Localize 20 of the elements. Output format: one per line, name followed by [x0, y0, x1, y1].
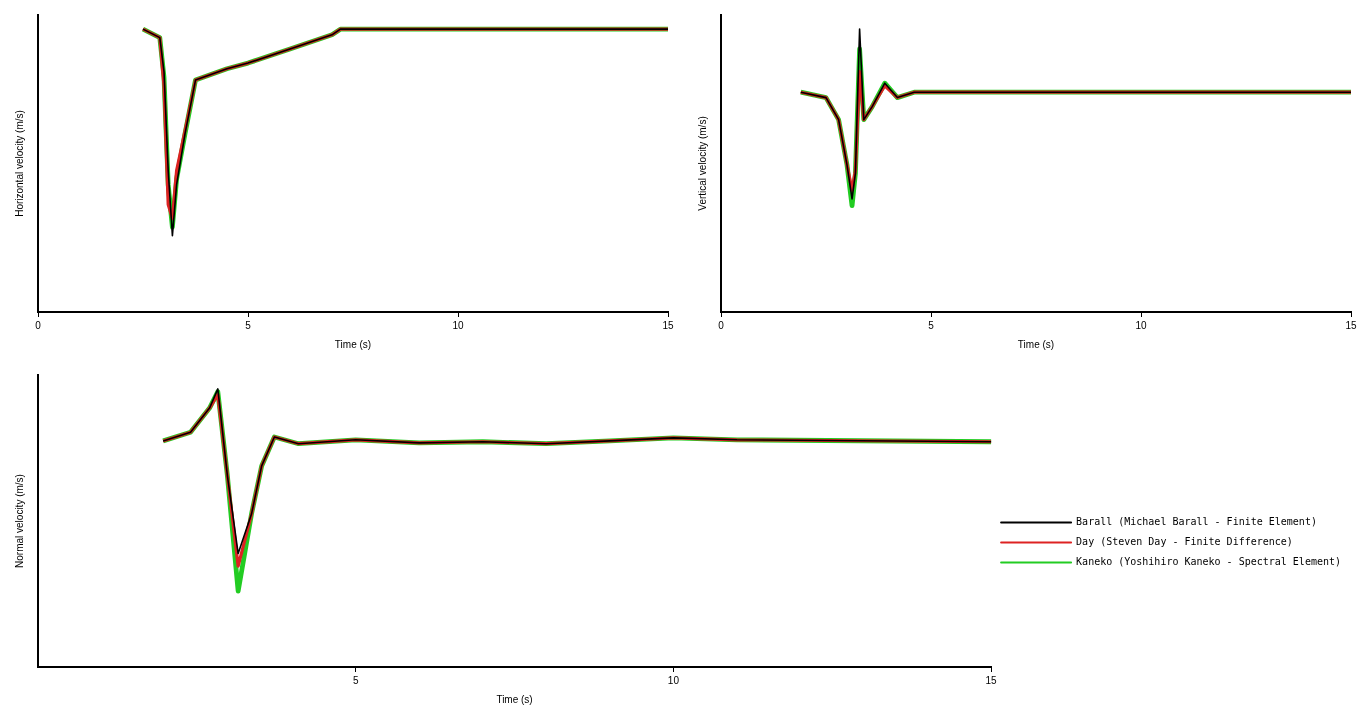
- text: Kaneko (Yoshihiro Kaneko - Spectral Element): [1076, 556, 1341, 568]
- x-tick-label: 15: [1345, 319, 1357, 331]
- x-tick-label: 0: [35, 319, 42, 331]
- x-tick-label: 5: [352, 674, 359, 686]
- x-tick-label: 0: [718, 319, 725, 331]
- x-tick-label: 10: [452, 319, 464, 331]
- y-axis-title: Vertical velocity (m/s): [696, 116, 708, 211]
- x-axis-title: Time (s): [496, 693, 533, 705]
- x-tick-label: 10: [667, 674, 680, 686]
- text: Barall (Michael Barall - Finite Element): [1076, 516, 1317, 528]
- y-axis-title: Horizontal velocity (m/s): [13, 110, 25, 217]
- x-tick-label: 5: [245, 319, 252, 331]
- x-axis-title: Time (s): [1017, 338, 1055, 350]
- x-tick-label: 15: [662, 319, 674, 331]
- x-tick-label: 15: [985, 674, 998, 686]
- y-axis-title: Normal velocity (m/s): [13, 474, 25, 568]
- x-tick-label: 10: [1135, 319, 1147, 331]
- x-tick-label: 5: [928, 319, 935, 331]
- text: Day (Steven Day - Finite Difference): [1076, 536, 1293, 548]
- x-axis-title: Time (s): [334, 338, 372, 350]
